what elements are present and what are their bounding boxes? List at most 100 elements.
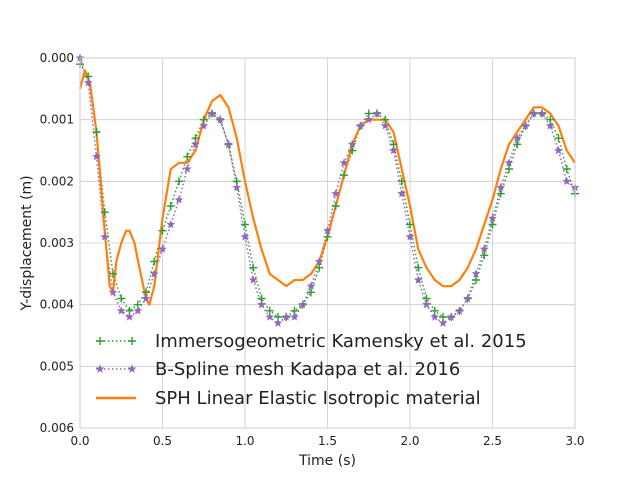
series-line-sph [78, 69, 576, 306]
data-point-b-spline [356, 121, 365, 130]
data-point-immersogeometric [150, 257, 159, 266]
data-point-b-spline [314, 256, 324, 266]
legend-marker-immersogeometric [96, 337, 104, 345]
data-point-immersogeometric [109, 269, 117, 278]
data-point-immersogeometric [472, 276, 480, 284]
data-point-b-spline [496, 182, 506, 192]
data-point-b-spline [339, 158, 349, 167]
data-point-b-spline [290, 312, 299, 321]
data-point-b-spline [422, 300, 431, 309]
tick-labels: 0.0 0.5 1.0 1.5 2.0 2.5 3.0 0.000 0.001 0.002 0.00… [40, 51, 585, 448]
data-point-immersogeometric [331, 202, 340, 210]
y-tick-label: 0.000 [40, 51, 74, 65]
y-tick-label: 0.003 [40, 236, 74, 250]
data-point-b-spline [545, 121, 555, 130]
legend-marker-b-spline [95, 364, 105, 373]
legend-marker-immersogeometric [128, 337, 136, 345]
data-point-b-spline [108, 287, 118, 297]
legend-label-b-spline: B-Spline mesh Kadapa et al. 2016 [155, 359, 460, 380]
x-tick-label: 3.0 [565, 434, 584, 448]
x-tick-label: 2.5 [483, 434, 502, 448]
data-point-immersogeometric [414, 263, 423, 272]
data-point-b-spline [372, 108, 382, 118]
data-point-b-spline [323, 226, 332, 235]
data-point-b-spline [405, 232, 415, 241]
legend-marker-b-spline [127, 364, 137, 373]
data-point-b-spline [554, 145, 563, 155]
data-point-b-spline [182, 164, 192, 173]
data-point-immersogeometric [241, 220, 249, 229]
data-point-b-spline [158, 244, 167, 253]
data-point-b-spline [446, 312, 456, 321]
data-point-b-spline [438, 318, 448, 327]
data-point-b-spline [488, 213, 497, 223]
y-tick-label: 0.005 [40, 359, 74, 373]
data-point-b-spline [83, 78, 93, 87]
x-tick-label: 2.0 [400, 434, 419, 448]
data-point-immersogeometric [117, 294, 126, 303]
data-point-b-spline [471, 269, 481, 278]
data-point-b-spline [380, 121, 390, 130]
data-point-b-spline [364, 115, 374, 124]
data-point-b-spline [347, 139, 357, 149]
data-point-b-spline [191, 139, 200, 149]
data-point-b-spline [141, 293, 151, 303]
data-point-immersogeometric [340, 171, 348, 180]
data-point-b-spline [331, 189, 341, 198]
y-tick-label: 0.001 [40, 113, 74, 127]
data-point-b-spline [521, 121, 530, 130]
data-point-b-spline [125, 312, 134, 321]
data-point-b-spline [430, 312, 440, 321]
data-point-immersogeometric [480, 251, 489, 260]
data-point-b-spline [133, 306, 143, 315]
data-point-b-spline [413, 275, 423, 284]
data-point-b-spline [463, 293, 473, 303]
data-point-immersogeometric [348, 146, 357, 155]
data-point-immersogeometric [315, 263, 324, 272]
data-point-b-spline [248, 275, 258, 284]
legend-label-immersogeometric: Immersogeometric Kamensky et al. 2015 [155, 331, 527, 352]
data-point-b-spline [215, 115, 225, 124]
data-point-b-spline [504, 158, 514, 167]
data-point-b-spline [232, 182, 242, 192]
data-point-b-spline [479, 244, 489, 253]
data-point-b-spline [537, 108, 547, 118]
data-point-b-spline [512, 133, 522, 142]
data-point-immersogeometric [323, 232, 332, 241]
data-point-b-spline [298, 300, 308, 309]
data-point-b-spline [240, 232, 250, 241]
data-point-immersogeometric [397, 177, 406, 186]
data-point-b-spline [273, 318, 283, 327]
x-tick-label: 0.5 [153, 434, 172, 448]
plot-frame [79, 57, 576, 429]
y-tick-label: 0.006 [40, 421, 74, 435]
y-tick-label: 0.004 [40, 298, 74, 312]
data-point-b-spline [92, 152, 101, 161]
data-point-b-spline [199, 121, 209, 130]
data-point-b-spline [397, 189, 407, 198]
data-point-immersogeometric [183, 152, 192, 161]
data-point-b-spline [100, 232, 110, 241]
y-tick-label: 0.002 [40, 174, 74, 188]
data-point-b-spline [224, 139, 233, 149]
data-point-immersogeometric [158, 226, 167, 235]
data-point-immersogeometric [406, 220, 414, 229]
legend-label-sph: SPH Linear Elastic Isotropic material [155, 388, 481, 409]
data-point-immersogeometric [92, 128, 101, 136]
data-point-immersogeometric [554, 134, 563, 143]
x-tick-label: 1.5 [318, 434, 337, 448]
data-point-b-spline [116, 306, 126, 315]
data-point-immersogeometric [513, 140, 522, 149]
data-point-b-spline [529, 108, 539, 118]
data-point-immersogeometric [100, 208, 109, 217]
data-point-immersogeometric [166, 202, 175, 210]
data-point-immersogeometric [249, 263, 258, 272]
x-tick-label: 1.0 [235, 434, 254, 448]
y-axis-label: Y-displacement (m) [19, 175, 35, 311]
marker-layer [75, 53, 580, 327]
data-point-immersogeometric [496, 189, 505, 198]
legend: Immersogeometric Kamensky et al. 2015 B-S… [95, 331, 527, 409]
data-point-b-spline [257, 300, 266, 309]
data-point-b-spline [207, 108, 217, 118]
